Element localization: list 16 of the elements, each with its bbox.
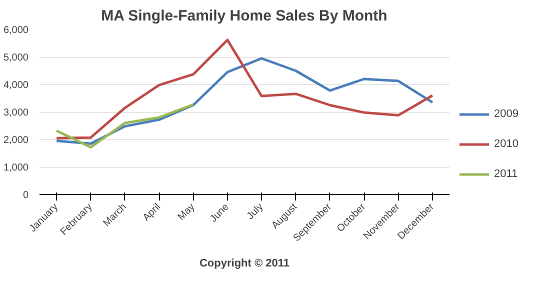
y-tick-label: 3,000 [3,108,29,118]
y-tick-label: 6,000 [3,25,29,36]
line-series [55,38,434,140]
x-tick-label: May [176,202,198,223]
chart-title: MA Single-Family Home Sales By Month [101,8,388,24]
x-tick-label: July [245,202,266,222]
y-tick-label: 2,000 [3,135,29,146]
legend-label: 2010 [494,138,518,150]
y-tick-label: 4,000 [3,80,29,91]
legend-label: 2009 [494,108,518,120]
y-tick-label: 0 [22,190,29,201]
legend-label: 2011 [494,168,518,180]
y-tick-label: 5,000 [3,52,29,64]
text: Copyright © 2011 [199,258,290,270]
y-tick-label: 1,000 [3,162,29,174]
line-series [55,103,194,148]
